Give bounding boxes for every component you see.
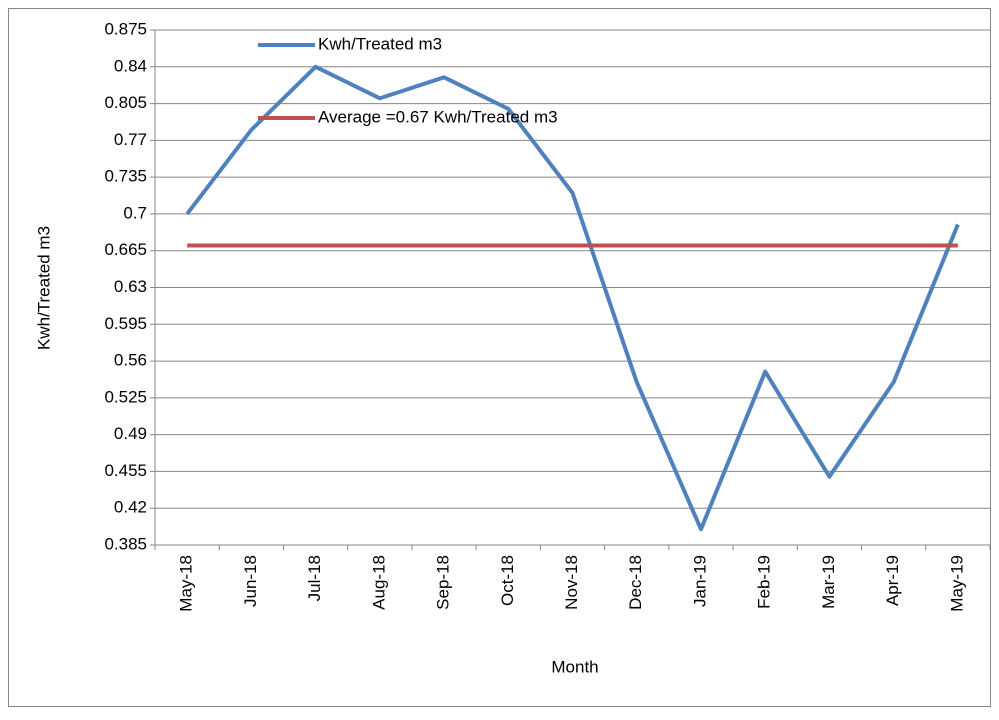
x-tick-label: Feb-19 [755, 555, 774, 609]
y-tick-label: 0.665 [104, 240, 147, 259]
y-tick-label: 0.525 [104, 387, 147, 406]
legend-label: Kwh/Treated m3 [318, 34, 442, 53]
legend-label: Average =0.67 Kwh/Treated m3 [318, 107, 558, 126]
x-tick-label: May-18 [177, 555, 196, 612]
x-tick-label: Jul-18 [305, 555, 324, 601]
y-tick-label: 0.56 [114, 351, 147, 370]
y-tick-label: 0.77 [114, 130, 147, 149]
y-tick-label: 0.385 [104, 534, 147, 553]
x-tick-label: Sep-18 [434, 555, 453, 610]
y-tick-label: 0.875 [104, 19, 147, 38]
x-tick-label: Mar-19 [819, 555, 838, 609]
x-axis-title: Month [551, 657, 598, 676]
y-tick-label: 0.735 [104, 167, 147, 186]
x-tick-label: Apr-19 [883, 555, 902, 606]
y-axis-title: Kwh/Treated m3 [34, 226, 53, 350]
x-tick-label: Jan-19 [690, 555, 709, 607]
data-line [185, 64, 960, 532]
y-tick-label: 0.7 [123, 203, 147, 222]
y-tick-label: 0.805 [104, 93, 147, 112]
y-tick-label: 0.84 [114, 56, 147, 75]
x-tick-label: May-19 [947, 555, 966, 612]
y-tick-label: 0.63 [114, 277, 147, 296]
x-tick-label: Oct-18 [498, 555, 517, 606]
y-tick-label: 0.455 [104, 461, 147, 480]
y-tick-label: 0.42 [114, 498, 147, 517]
x-tick-label: Aug-18 [369, 555, 388, 610]
x-tick-label: Dec-18 [626, 555, 645, 610]
x-tick-label: Jun-18 [241, 555, 260, 607]
x-tick-label: Nov-18 [562, 555, 581, 610]
y-tick-label: 0.49 [114, 424, 147, 443]
chart-border [8, 8, 991, 707]
y-tick-label: 0.595 [104, 314, 147, 333]
